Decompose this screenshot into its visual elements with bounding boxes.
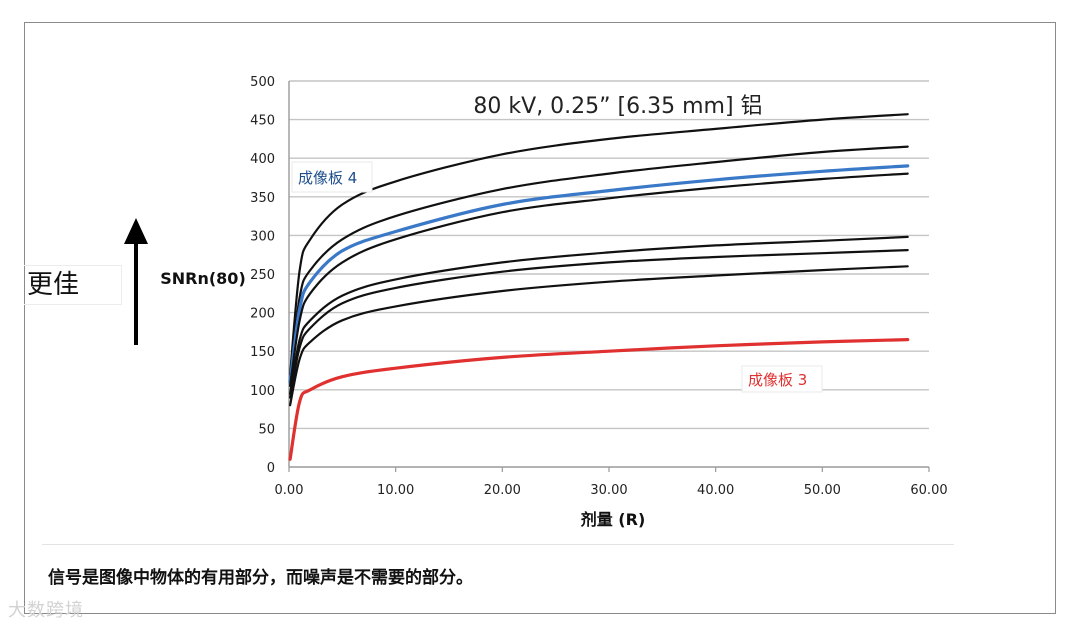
x-tick-label: 50.00: [804, 483, 841, 498]
y-tick-label: 450: [250, 114, 275, 129]
y-tick-label: 300: [250, 229, 275, 244]
y-tick-label: 150: [250, 345, 275, 360]
x-tick-labels: 0.00 10.00 20.00 30.00 40.00 50.00 60.00: [275, 483, 948, 498]
caption-divider: [42, 544, 954, 545]
better-label: 更佳: [27, 270, 80, 300]
x-tick-label: 40.00: [697, 483, 734, 498]
series-line-3: [289, 172, 909, 387]
series-line-6: [289, 265, 909, 407]
figure-frame: [24, 22, 1056, 614]
gridlines: [288, 80, 930, 472]
series-line-0: [289, 113, 909, 376]
y-tick-label: 350: [250, 191, 275, 206]
y-tick-label: 500: [250, 75, 275, 90]
plate3-label: 成像板 3: [748, 371, 807, 389]
y-tick-label: 400: [250, 152, 275, 167]
x-tick-label: 10.00: [377, 483, 414, 498]
series-line-5: [289, 249, 909, 399]
y-tick-labels: 0 50 100 150 200 250 300 350 400 450 500: [250, 75, 275, 476]
series-line-4: [289, 235, 909, 395]
y-tick-label: 250: [250, 268, 275, 283]
x-axis-label: 剂量 (R): [581, 510, 646, 529]
y-tick-label: 50: [258, 422, 275, 437]
up-arrow-icon: [124, 218, 148, 345]
plate4-label: 成像板 4: [298, 169, 357, 187]
chart-title: 80 kV, 0.25” [6.35 mm] 铝: [473, 94, 762, 119]
series-lines: [288, 113, 910, 461]
caption: 信号是图像中物体的有用部分，而噪声是不需要的部分。: [48, 568, 473, 588]
x-tick-label: 60.00: [910, 483, 947, 498]
x-tick-label: 30.00: [590, 483, 627, 498]
plate4-label-box: [291, 161, 373, 193]
plate3-label-box: [741, 365, 823, 393]
series-line-7: [288, 338, 910, 461]
better-label-box: [24, 265, 122, 305]
x-tick-label: 0.00: [275, 483, 304, 498]
watermark: 大数跨境: [8, 600, 84, 621]
y-tick-label: 100: [250, 384, 275, 399]
y-tick-label: 200: [250, 307, 275, 322]
y-axis-label: SNRn(80): [160, 269, 246, 288]
series-line-1: [289, 145, 909, 380]
x-tick-label: 20.00: [484, 483, 521, 498]
y-tick-label: 0: [267, 461, 275, 476]
series-line-2: [288, 164, 910, 384]
